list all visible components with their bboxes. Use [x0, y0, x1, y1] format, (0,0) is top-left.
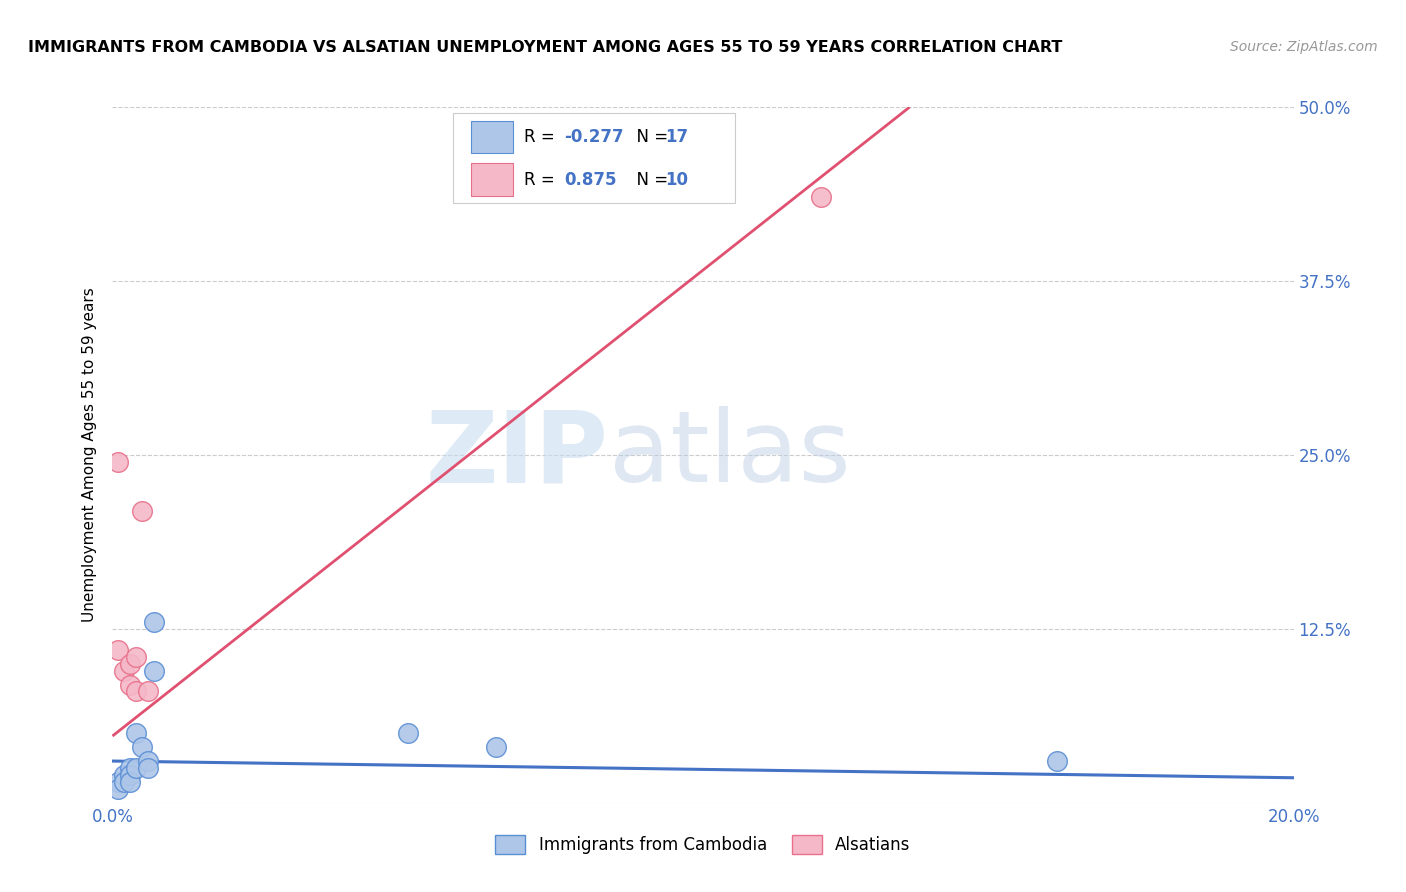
Point — [112, 775, 135, 789]
Point — [125, 684, 148, 698]
Point — [142, 664, 165, 678]
Point — [131, 740, 153, 755]
Text: -0.277: -0.277 — [564, 128, 623, 146]
Point — [107, 781, 129, 796]
Point — [120, 657, 142, 671]
Text: 10: 10 — [665, 170, 688, 188]
Point — [125, 726, 148, 740]
Point — [810, 190, 832, 204]
Point — [112, 664, 135, 678]
Text: atlas: atlas — [609, 407, 851, 503]
Text: IMMIGRANTS FROM CAMBODIA VS ALSATIAN UNEMPLOYMENT AMONG AGES 55 TO 59 YEARS CORR: IMMIGRANTS FROM CAMBODIA VS ALSATIAN UNE… — [28, 40, 1063, 55]
Point — [136, 761, 159, 775]
Point — [136, 754, 159, 768]
Text: 17: 17 — [665, 128, 688, 146]
Text: ZIP: ZIP — [426, 407, 609, 503]
Point — [1046, 754, 1069, 768]
Text: R =: R = — [524, 128, 561, 146]
Legend: Immigrants from Cambodia, Alsatians: Immigrants from Cambodia, Alsatians — [489, 828, 917, 861]
Point — [125, 649, 148, 664]
Point — [107, 775, 129, 789]
Point — [120, 775, 142, 789]
Point — [107, 642, 129, 657]
Point — [131, 503, 153, 517]
Point — [107, 455, 129, 469]
Text: N =: N = — [626, 170, 673, 188]
Point — [485, 740, 508, 755]
Point — [136, 684, 159, 698]
Point — [125, 761, 148, 775]
Point — [120, 677, 142, 691]
Text: N =: N = — [626, 128, 673, 146]
Text: 0.875: 0.875 — [564, 170, 616, 188]
Point — [120, 761, 142, 775]
Point — [120, 768, 142, 782]
Point — [142, 615, 165, 629]
Text: Source: ZipAtlas.com: Source: ZipAtlas.com — [1230, 40, 1378, 54]
Text: R =: R = — [524, 170, 561, 188]
Y-axis label: Unemployment Among Ages 55 to 59 years: Unemployment Among Ages 55 to 59 years — [82, 287, 97, 623]
Point — [112, 768, 135, 782]
Point — [396, 726, 419, 740]
